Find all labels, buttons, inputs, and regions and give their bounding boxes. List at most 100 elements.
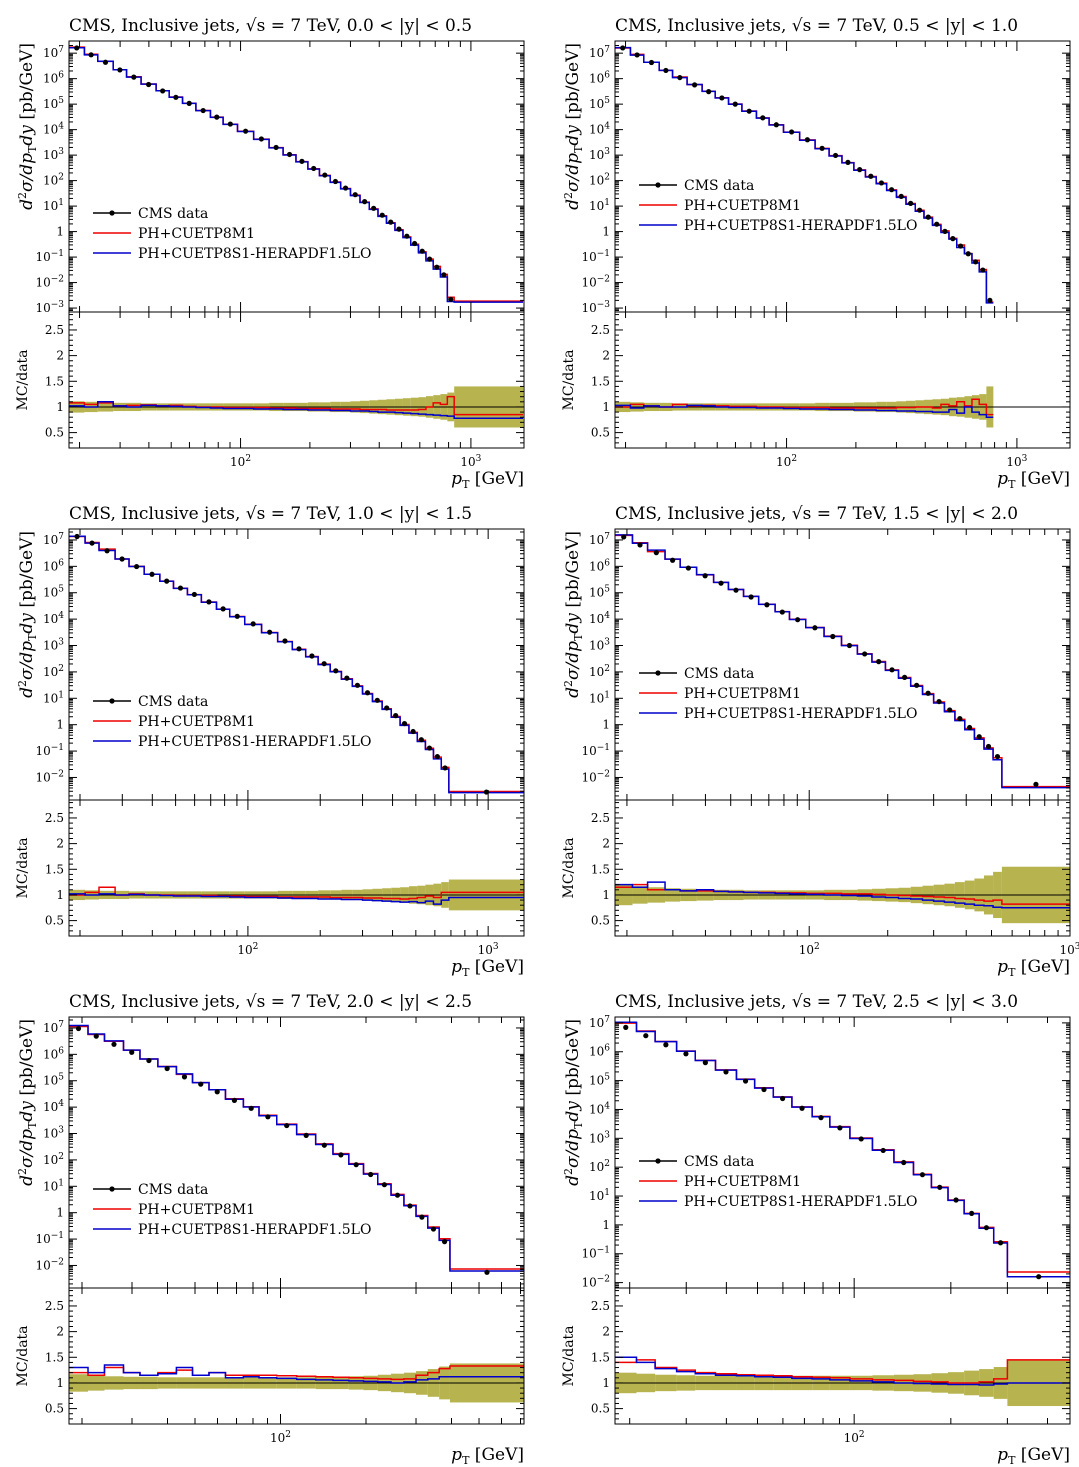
legend-marker: [109, 1186, 115, 1192]
data-point: [364, 690, 371, 696]
y-tick-label: 1: [602, 225, 610, 239]
data-point: [333, 668, 339, 674]
data-point: [74, 45, 80, 51]
data-point: [795, 617, 801, 623]
legend: CMS data PH+CUETP8M1 PH+CUETP8S1-HERAPDF1.…: [93, 694, 371, 750]
legend: CMS data PH+CUETP8M1 PH+CUETP8S1-HERAPDF1.…: [93, 1182, 371, 1238]
x-tick-label: 103: [1006, 454, 1027, 469]
data-point: [733, 587, 739, 593]
y-tick-label: 10−2: [35, 1257, 64, 1272]
data-point: [434, 264, 440, 270]
ratio-y-tick-label: 1: [602, 400, 610, 414]
data-point: [670, 557, 676, 563]
mc-ratio-line-2: [615, 1356, 1070, 1386]
y-tick-label: 101: [589, 198, 610, 213]
data-point: [925, 690, 931, 696]
data-point: [773, 122, 779, 128]
data-point: [997, 1240, 1004, 1246]
data-point: [354, 682, 361, 688]
legend-entry: PH+CUETP8M1: [684, 198, 801, 214]
y-tick-label: 10−2: [35, 769, 64, 784]
data-point: [394, 1192, 401, 1198]
data-point: [353, 1162, 359, 1168]
data-point: [273, 144, 279, 151]
main-plot-frame: [68, 1016, 525, 1289]
data-point: [344, 675, 350, 681]
data-point: [388, 219, 394, 225]
ratio-y-tick-label: 1.5: [591, 862, 610, 876]
y-tick-label: 103: [43, 147, 64, 162]
chart-panel-6: CMS, Inclusive jets, √s = 7 TeV, 2.5 < |…: [561, 992, 1071, 1467]
ratio-y-tick-label: 2: [56, 1325, 64, 1339]
data-point: [919, 1172, 926, 1178]
data-point: [663, 1042, 669, 1048]
data-point: [186, 100, 192, 106]
data-point: [191, 591, 197, 598]
mc-ratio-line-1: [615, 1359, 1070, 1384]
chart-title: CMS, Inclusive jets, √s = 7 TeV, 0.5 < |…: [615, 16, 1018, 36]
data-point: [381, 1182, 387, 1188]
data-point: [418, 737, 424, 743]
y-tick-label: 10−2: [581, 275, 610, 290]
data-point: [908, 200, 914, 206]
data-point: [393, 713, 399, 719]
data-point: [102, 59, 109, 65]
data-point: [160, 88, 166, 94]
legend-marker: [655, 182, 661, 188]
y-tick-label: 103: [589, 147, 610, 162]
data-point: [426, 256, 433, 262]
x-tick-label: 102: [237, 942, 258, 957]
legend: CMS data PH+CUETP8M1 PH+CUETP8S1-HERAPDF1.…: [639, 666, 917, 722]
y-tick-label: 105: [43, 585, 64, 600]
ratio-y-tick-label: 2: [56, 837, 64, 851]
ratio-plot-frame: [614, 799, 1071, 937]
y-axis-label: d2σ/dpTdy [pb/GeV]: [16, 43, 39, 210]
mc-histogram-1: [615, 1022, 1070, 1273]
data-point: [692, 82, 698, 88]
data-point: [332, 178, 339, 185]
ratio-plot-frame: [614, 1287, 1071, 1425]
y-tick-label: 104: [589, 122, 610, 137]
data-point: [934, 221, 940, 227]
data-point: [384, 705, 390, 711]
data-point: [702, 573, 708, 579]
ratio-axis-label: MC/data: [15, 349, 31, 410]
ratio-plot-frame: [68, 799, 525, 937]
data-point: [407, 1203, 413, 1209]
legend-entry: PH+CUETP8M1: [138, 714, 255, 730]
y-tick-label: 106: [589, 71, 610, 86]
data-point: [742, 1078, 749, 1084]
ratio-y-tick-label: 2.5: [45, 323, 64, 337]
data-point: [227, 121, 233, 127]
data-point: [857, 167, 863, 173]
legend-marker: [109, 210, 115, 216]
x-tick-label: 102: [799, 942, 820, 957]
data-point: [746, 108, 752, 114]
data-point: [779, 609, 785, 615]
data-point: [89, 540, 95, 546]
ratio-y-tick-label: 1.5: [45, 862, 64, 876]
y-tick-label: 107: [43, 532, 64, 547]
ratio-y-tick-label: 2.5: [591, 1299, 610, 1313]
data-point: [303, 1132, 309, 1138]
chart-title: CMS, Inclusive jets, √s = 7 TeV, 2.5 < |…: [615, 992, 1018, 1012]
data-point: [74, 533, 80, 540]
data-point: [967, 724, 973, 731]
data-point: [760, 115, 766, 121]
data-point: [206, 599, 212, 605]
legend-marker: [655, 1158, 661, 1164]
ratio-y-tick-label: 1.5: [45, 374, 64, 388]
ratio-y-tick-label: 0.5: [45, 1402, 64, 1416]
y-tick-label: 105: [589, 96, 610, 111]
data-point: [284, 1122, 290, 1129]
ratio-plot-frame: [614, 311, 1071, 449]
data-point: [231, 1097, 238, 1103]
y-tick-label: 10−1: [35, 1231, 64, 1246]
data-point: [104, 548, 110, 554]
data-point: [412, 240, 418, 247]
y-tick-label: 107: [43, 45, 64, 60]
y-tick-label: 106: [43, 1046, 64, 1061]
ratio-y-tick-label: 1: [56, 1376, 64, 1390]
legend-entry: PH+CUETP8S1-HERAPDF1.5LO: [684, 218, 917, 234]
legend-entry: PH+CUETP8S1-HERAPDF1.5LO: [138, 246, 371, 262]
